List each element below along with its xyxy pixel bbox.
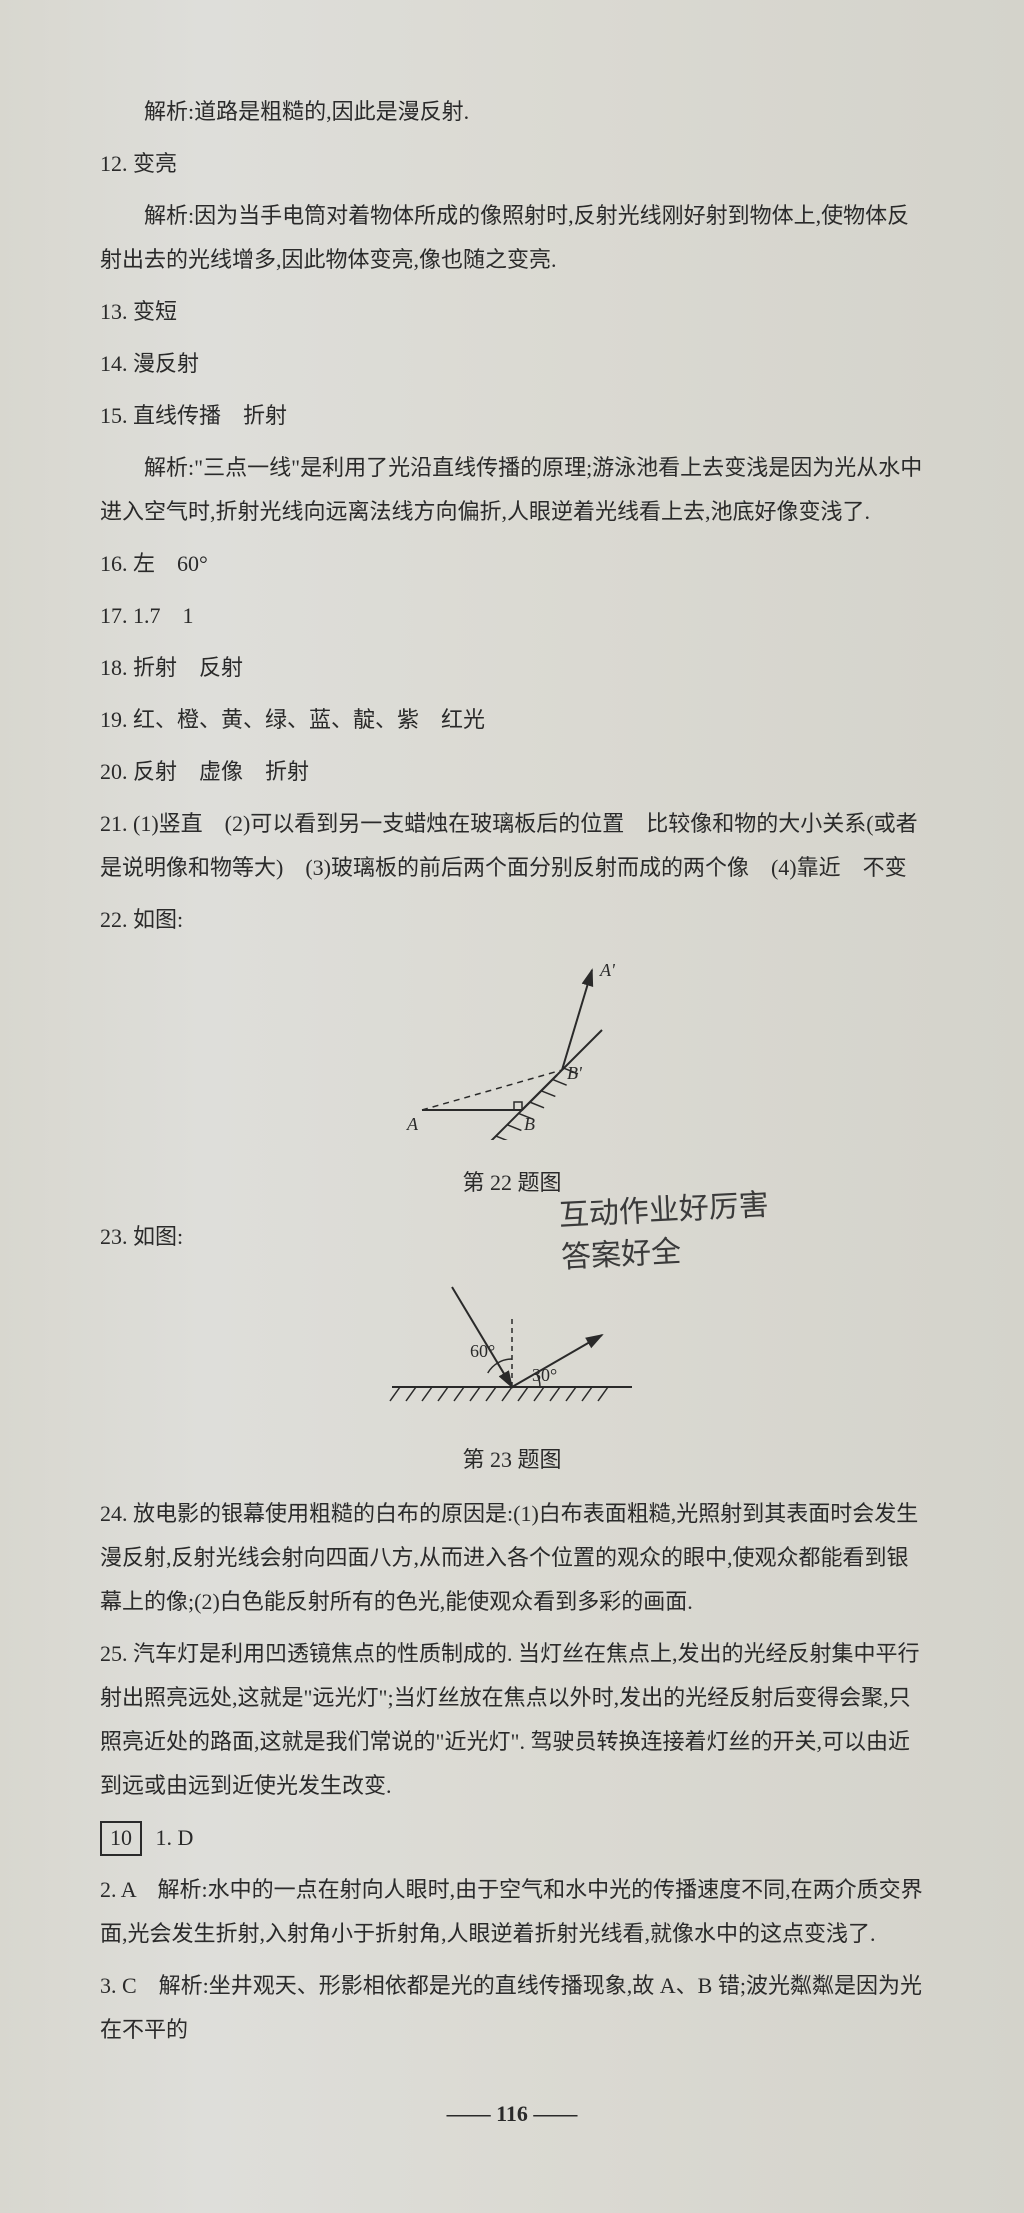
item-19: 19. 红、橙、黄、绿、蓝、靛、紫 红光 bbox=[100, 698, 924, 742]
item-21: 21. (1)竖直 (2)可以看到另一支蜡烛在玻璃板后的位置 比较像和物的大小关… bbox=[100, 802, 924, 890]
svg-text:A: A bbox=[406, 1114, 419, 1134]
figure-22: A B B' A' 第 22 题图 bbox=[100, 960, 924, 1205]
item-14: 14. 漫反射 bbox=[100, 342, 924, 386]
svg-text:B': B' bbox=[567, 1063, 583, 1083]
item-15-analysis: 解析:"三点一线"是利用了光沿直线传播的原理;游泳池看上去变浅是因为光从水中进入… bbox=[100, 446, 924, 534]
item-11-analysis: 解析:道路是粗糙的,因此是漫反射. bbox=[100, 90, 924, 134]
handwritten-note: 互动作业好厉害 答案好全 bbox=[558, 1185, 772, 1280]
item-13: 13. 变短 bbox=[100, 290, 924, 334]
section-10-q1-text: 1. D bbox=[156, 1825, 194, 1850]
figure-22-caption: 第 22 题图 bbox=[100, 1161, 924, 1205]
item-22: 22. 如图: bbox=[100, 898, 924, 942]
item-20: 20. 反射 虚像 折射 bbox=[100, 750, 924, 794]
svg-text:B: B bbox=[524, 1114, 535, 1134]
item-15: 15. 直线传播 折射 bbox=[100, 394, 924, 438]
page-number-value: 116 bbox=[496, 2101, 528, 2126]
figure-23: 60° 30° 第 23 题图 bbox=[100, 1277, 924, 1482]
item-23: 23. 如图: bbox=[100, 1215, 924, 1259]
section-10-q3: 3. C 解析:坐井观天、形影相依都是光的直线传播现象,故 A、B 错;波光粼粼… bbox=[100, 1964, 924, 2052]
item-16: 16. 左 60° bbox=[100, 542, 924, 586]
item-12-analysis: 解析:因为当手电筒对着物体所成的像照射时,反射光线刚好射到物体上,使物体反射出去… bbox=[100, 194, 924, 282]
figure-23-svg: 60° 30° bbox=[382, 1277, 642, 1417]
svg-text:A': A' bbox=[599, 960, 616, 980]
item-24: 24. 放电影的银幕使用粗糙的白布的原因是:(1)白布表面粗糙,光照射到其表面时… bbox=[100, 1492, 924, 1624]
figure-22-svg: A B B' A' bbox=[402, 960, 622, 1140]
section-10-q1: 10 1. D bbox=[100, 1816, 924, 1860]
item-25: 25. 汽车灯是利用凹透镜焦点的性质制成的. 当灯丝在焦点上,发出的光经反射集中… bbox=[100, 1632, 924, 1808]
svg-text:30°: 30° bbox=[532, 1365, 557, 1385]
item-17: 17. 1.7 1 bbox=[100, 594, 924, 638]
item-18: 18. 折射 反射 bbox=[100, 646, 924, 690]
section-10-q2: 2. A 解析:水中的一点在射向人眼时,由于空气和水中光的传播速度不同,在两介质… bbox=[100, 1868, 924, 1956]
page-number: —— 116 —— bbox=[100, 2092, 924, 2136]
document-page: 解析:道路是粗糙的,因此是漫反射. 12. 变亮 解析:因为当手电筒对着物体所成… bbox=[0, 0, 1024, 2213]
figure-23-caption: 第 23 题图 bbox=[100, 1438, 924, 1482]
svg-text:60°: 60° bbox=[470, 1341, 495, 1361]
section-10-box: 10 bbox=[100, 1821, 142, 1856]
item-12: 12. 变亮 bbox=[100, 142, 924, 186]
